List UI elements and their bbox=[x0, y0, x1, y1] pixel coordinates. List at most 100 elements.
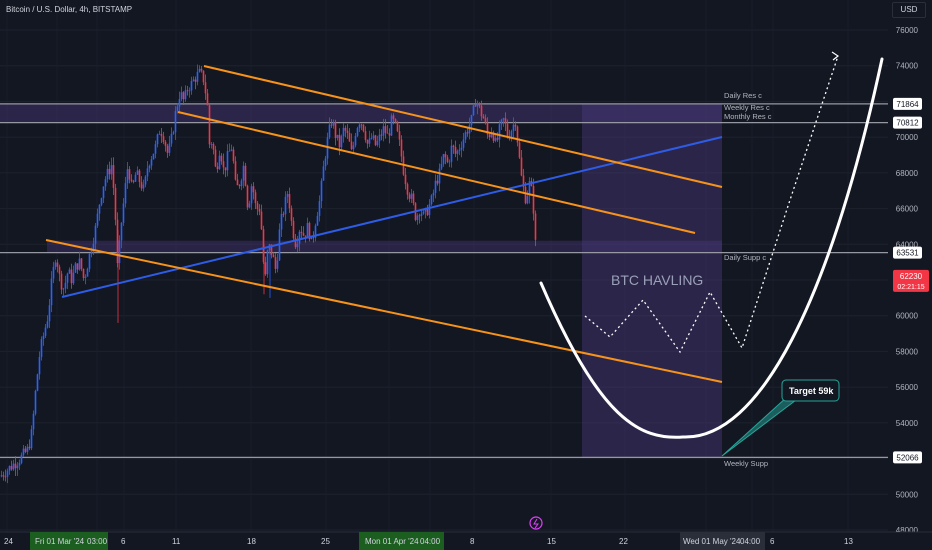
candle-body-31 bbox=[62, 288, 65, 290]
candle-body-32 bbox=[64, 282, 67, 289]
candle-body-197 bbox=[394, 119, 397, 122]
candle-body-23 bbox=[46, 321, 49, 328]
candle-body-60 bbox=[120, 222, 123, 241]
price-axis[interactable]: 4800050000520005400056000580006000062000… bbox=[888, 0, 932, 535]
price-tick-11: 70000 bbox=[896, 133, 919, 142]
candle-body-212 bbox=[424, 208, 427, 212]
candle-body-129 bbox=[258, 209, 261, 212]
current-price-tag-bg bbox=[893, 269, 929, 292]
candle-body-247 bbox=[494, 138, 497, 141]
grid bbox=[0, 29, 888, 531]
candle-body-21 bbox=[42, 335, 45, 340]
price-tick-6: 60000 bbox=[896, 312, 919, 321]
lightning-icon bbox=[533, 518, 539, 529]
time-tick-4: 11 bbox=[172, 537, 181, 546]
candle-body-189 bbox=[378, 134, 381, 142]
candle-body-174 bbox=[348, 132, 351, 142]
candle-body-231 bbox=[462, 139, 465, 148]
candle-body-219 bbox=[438, 168, 441, 184]
candle-body-146 bbox=[292, 220, 295, 239]
candle-body-35 bbox=[70, 269, 73, 284]
candle-body-166 bbox=[332, 122, 335, 126]
candle-body-177 bbox=[354, 135, 357, 146]
candle-body-58 bbox=[116, 219, 119, 264]
candle-body-20 bbox=[40, 339, 43, 357]
event-icon[interactable] bbox=[529, 516, 543, 530]
candle-body-131 bbox=[262, 229, 265, 263]
candle-body-19 bbox=[38, 356, 41, 375]
candle-body-93 bbox=[186, 90, 189, 92]
candle-body-158 bbox=[316, 215, 319, 226]
candle-body-224 bbox=[448, 161, 451, 163]
candle-body-92 bbox=[184, 90, 187, 100]
price-tick-4: 56000 bbox=[896, 383, 919, 392]
symbol-title: Bitcoin / U.S. Dollar, 4h, BITSTAMP bbox=[6, 5, 133, 14]
price-tag-2: 70812 bbox=[896, 119, 919, 128]
candle-body-109 bbox=[218, 155, 221, 170]
candle-body-149 bbox=[298, 231, 301, 244]
candle-body-34 bbox=[68, 269, 71, 274]
price-tick-9: 66000 bbox=[896, 205, 919, 214]
candle-body-55 bbox=[110, 165, 113, 175]
candle-body-222 bbox=[444, 154, 447, 158]
candle-body-196 bbox=[392, 115, 395, 120]
candle-body-210 bbox=[420, 213, 423, 216]
candle-body-211 bbox=[422, 211, 425, 214]
time-tick-13: 04:00 bbox=[740, 537, 761, 546]
candle-body-43 bbox=[86, 268, 89, 277]
candle-body-137 bbox=[274, 257, 277, 269]
candle-body-186 bbox=[372, 135, 375, 139]
candle-body-13 bbox=[26, 446, 29, 452]
candle-body-251 bbox=[502, 118, 505, 120]
candle-body-10 bbox=[20, 454, 23, 463]
resistance-zone bbox=[0, 103, 722, 123]
candle-body-49 bbox=[98, 204, 101, 214]
time-axis[interactable]: 24 Fri 01 Mar '24 03:00 6 11 18 25 Mon 01 Apr '… bbox=[0, 516, 932, 550]
time-tick-14: 6 bbox=[770, 537, 775, 546]
candle-body-198 bbox=[396, 121, 399, 132]
candle-body-209 bbox=[418, 215, 421, 217]
level-label-3: Daily Supp c bbox=[724, 253, 766, 262]
candle-body-258 bbox=[516, 126, 519, 143]
candle-body-63 bbox=[126, 169, 129, 184]
candle-body-0 bbox=[0, 475, 3, 477]
x-highlight-mid bbox=[359, 532, 444, 550]
candle-body-91 bbox=[182, 92, 185, 100]
candle-body-253 bbox=[506, 123, 509, 137]
candle-body-52 bbox=[104, 179, 107, 187]
candle-body-172 bbox=[344, 127, 347, 131]
candle-body-6 bbox=[12, 463, 15, 470]
candle-body-204 bbox=[408, 194, 411, 199]
candle-body-184 bbox=[368, 138, 371, 144]
candle-body-118 bbox=[236, 179, 239, 186]
candle-body-47 bbox=[94, 225, 97, 244]
candle-body-217 bbox=[434, 180, 437, 193]
price-tick-10: 68000 bbox=[896, 169, 919, 178]
x-highlight-start bbox=[30, 532, 108, 550]
candle-body-152 bbox=[304, 235, 307, 237]
level-label-2: Monthly Res c bbox=[724, 112, 772, 121]
candle-body-44 bbox=[88, 253, 91, 269]
candle-body-107 bbox=[214, 149, 217, 167]
candle-body-176 bbox=[352, 145, 355, 150]
candle-body-227 bbox=[454, 147, 457, 154]
candle-body-135 bbox=[270, 244, 273, 255]
candle-countdown: 02:21:15 bbox=[897, 284, 924, 291]
candle-body-141 bbox=[282, 213, 285, 215]
candle-body-84 bbox=[168, 143, 171, 153]
candle-body-233 bbox=[466, 132, 469, 134]
candle-body-108 bbox=[216, 166, 219, 170]
candle-body-261 bbox=[522, 175, 525, 187]
candle-body-239 bbox=[478, 102, 481, 106]
candle-body-160 bbox=[320, 180, 323, 202]
candle-body-206 bbox=[412, 193, 415, 204]
time-tick-12: Wed 01 May '24 bbox=[683, 537, 741, 546]
candle-body-54 bbox=[108, 168, 111, 175]
candle-body-126 bbox=[252, 186, 255, 193]
candle-body-99 bbox=[198, 68, 201, 72]
candle-body-208 bbox=[416, 215, 419, 220]
candle-body-230 bbox=[460, 147, 463, 150]
candle-body-112 bbox=[224, 167, 227, 171]
currency-button[interactable]: USD bbox=[892, 2, 926, 18]
